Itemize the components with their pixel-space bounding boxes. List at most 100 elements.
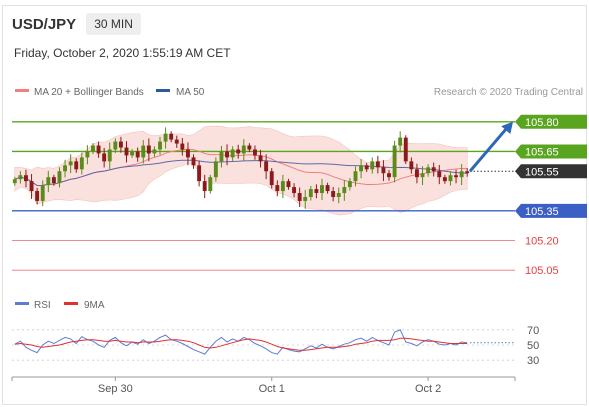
candle: [180, 138, 185, 156]
candle: [459, 164, 464, 186]
candle: [130, 149, 135, 159]
candle-body: [24, 175, 28, 182]
candle: [68, 154, 73, 174]
candle: [387, 170, 391, 181]
candle: [29, 174, 34, 199]
level-tag-105.80: 105.80: [515, 114, 587, 129]
rsi-line: [14, 329, 468, 355]
x-tick-label: Sep 30: [98, 383, 133, 395]
x-tick-label: Oct 2: [415, 383, 441, 395]
ma50-line: [14, 159, 468, 187]
rsi-tick-label: 70: [527, 325, 539, 337]
candle: [431, 162, 436, 177]
candle: [191, 154, 196, 169]
candle-body: [197, 165, 202, 182]
candle-body: [253, 149, 257, 156]
candle: [107, 142, 112, 170]
candle: [185, 142, 190, 166]
candle-body: [158, 141, 162, 150]
candle: [314, 184, 319, 199]
candle-body: [320, 185, 324, 194]
level-tag-shape: [515, 203, 587, 218]
candle-body: [174, 139, 179, 144]
candle-body: [286, 181, 291, 188]
candle-body: [213, 161, 218, 178]
candle-body: [364, 165, 369, 170]
candle-body: [12, 179, 17, 184]
chart-header: USD/JPY 30 MIN: [12, 12, 141, 36]
candle-body: [135, 151, 140, 158]
candle: [163, 127, 168, 149]
candle: [241, 139, 246, 161]
candle-body: [454, 175, 458, 178]
candle-body: [152, 149, 157, 154]
candle-body: [169, 133, 174, 140]
candle-body: [431, 167, 436, 172]
candle: [347, 177, 352, 191]
candle: [135, 147, 140, 162]
candle-body: [141, 145, 146, 158]
candle: [325, 182, 330, 194]
level-tag-105.65: 105.65: [515, 144, 587, 159]
candle: [253, 145, 257, 160]
candle-body: [465, 171, 470, 174]
rsi-tick-label: 50: [527, 340, 539, 352]
candle-body: [185, 149, 190, 158]
candle-body: [96, 145, 101, 154]
candle: [247, 143, 252, 153]
candle-body: [236, 149, 241, 154]
level-tag-shape: [515, 164, 587, 179]
candle-body: [57, 171, 62, 184]
candle-body: [303, 196, 308, 201]
candle: [381, 160, 386, 182]
candle: [74, 158, 79, 173]
chart-legend: MA 20 + Bollinger Bands MA 50 Research ©…: [15, 87, 583, 98]
timeframe-badge[interactable]: 30 MIN: [86, 13, 141, 35]
moving-averages: [14, 148, 468, 187]
candle-body: [219, 151, 224, 162]
candle: [286, 178, 291, 190]
level-tag-label: 105.65: [525, 146, 559, 158]
candle-body: [130, 151, 135, 156]
chart-overlay: [468, 121, 513, 173]
candle: [35, 187, 40, 205]
candle: [409, 157, 414, 174]
candle-body: [308, 189, 313, 197]
candle-body: [258, 155, 263, 162]
copyright-label: Research © 2020 Trading Central: [434, 87, 583, 98]
candle: [336, 187, 341, 204]
candle-body: [459, 171, 464, 178]
candle-body: [403, 137, 408, 162]
candle-body: [392, 145, 397, 178]
candle: [437, 164, 442, 185]
candle-body: [420, 173, 425, 178]
rsi-ma-line: [14, 337, 468, 351]
candle-body: [180, 143, 185, 150]
candle: [63, 159, 68, 178]
level-tag-shape: [515, 144, 587, 159]
candle-body: [79, 157, 84, 170]
rsi-panel: RSI 9MA 70 50 30: [12, 300, 539, 367]
candle: [403, 135, 408, 164]
candle: [141, 139, 146, 164]
candle: [57, 167, 62, 188]
candle: [342, 179, 347, 201]
candle: [40, 180, 45, 207]
ma50-legend-swatch: [156, 89, 170, 92]
candle: [96, 141, 101, 158]
candle: [320, 178, 324, 200]
candle: [392, 140, 397, 183]
candle: [269, 168, 274, 189]
candle-body: [342, 187, 347, 194]
x-axis: Sep 30 Oct 1 Oct 2: [11, 376, 516, 395]
candle: [158, 136, 162, 155]
candle-body: [336, 193, 341, 197]
candle-body: [375, 161, 380, 168]
candle: [375, 155, 380, 174]
level-tag-105.05: 105.05: [525, 265, 559, 277]
candle: [169, 131, 174, 143]
candle: [213, 157, 218, 182]
level-tag-label: 105.80: [525, 117, 559, 129]
candle: [91, 143, 95, 155]
chart-datetime: Friday, October 2, 2020 1:55:19 AM CET: [14, 46, 231, 60]
